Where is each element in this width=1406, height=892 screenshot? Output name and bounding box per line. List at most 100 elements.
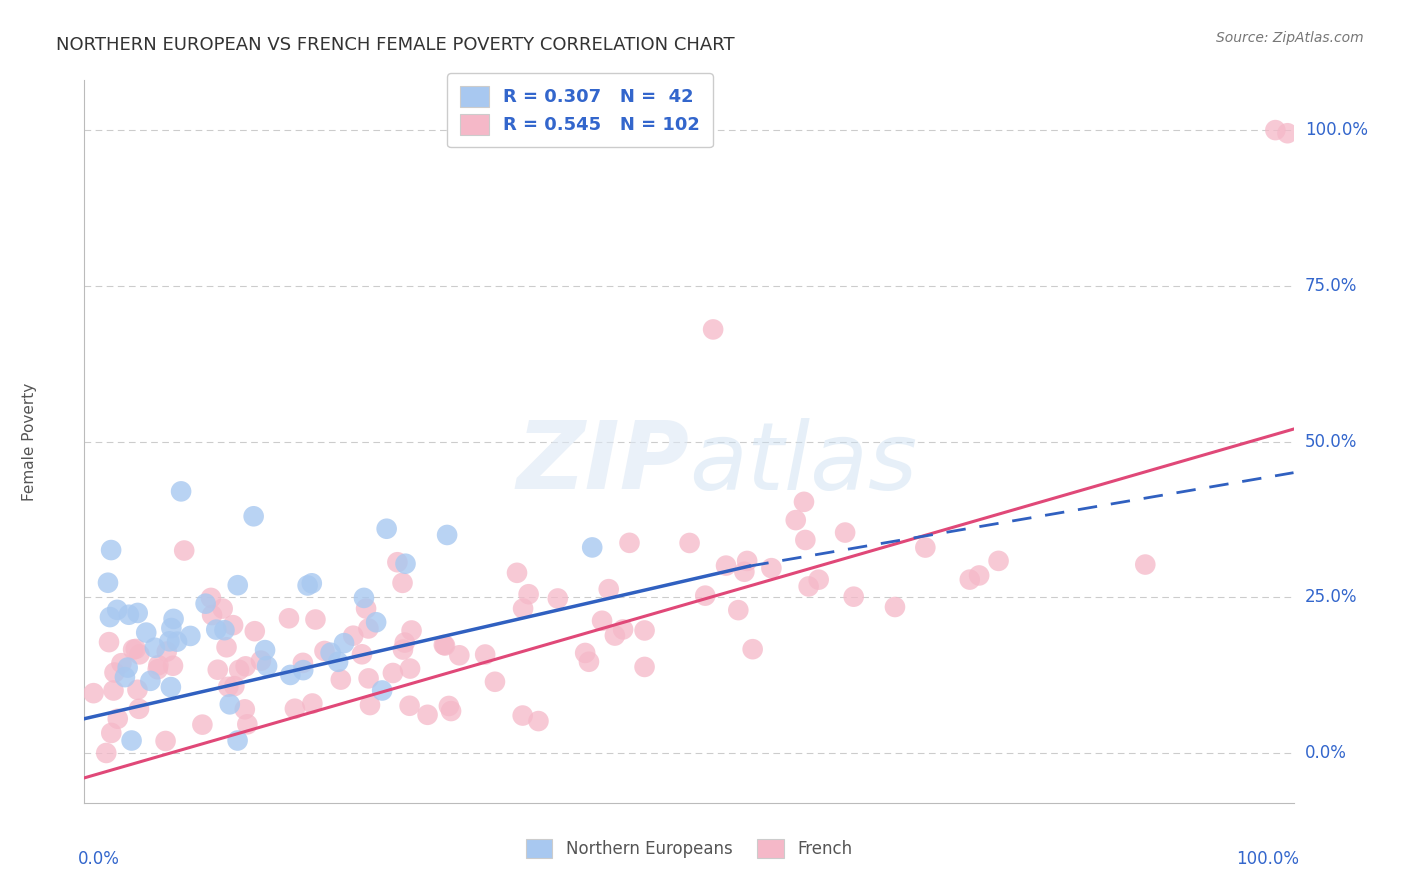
Point xyxy=(205,623,228,637)
Point xyxy=(127,606,149,620)
Point xyxy=(160,680,183,694)
Point xyxy=(702,322,724,336)
Point xyxy=(506,566,529,580)
Point xyxy=(156,644,179,658)
Text: 100.0%: 100.0% xyxy=(1236,850,1299,868)
Point xyxy=(236,717,259,731)
Point xyxy=(914,541,936,555)
Point xyxy=(254,643,277,657)
Point xyxy=(433,638,456,652)
Point xyxy=(191,717,214,731)
Point xyxy=(761,561,783,575)
Point xyxy=(399,662,422,676)
Point xyxy=(162,612,184,626)
Point xyxy=(98,610,121,624)
Point xyxy=(135,625,157,640)
Point xyxy=(357,671,380,685)
Point xyxy=(292,663,315,677)
Point xyxy=(436,528,458,542)
Point xyxy=(114,670,136,684)
Point xyxy=(143,640,166,655)
Point xyxy=(166,634,188,648)
Point xyxy=(233,702,256,716)
Point xyxy=(117,660,139,674)
Point xyxy=(160,621,183,635)
Point xyxy=(179,629,201,643)
Point xyxy=(512,601,534,615)
Point xyxy=(359,698,381,712)
Point xyxy=(284,702,307,716)
Point xyxy=(105,603,128,617)
Text: atlas: atlas xyxy=(689,417,917,508)
Point xyxy=(218,698,240,712)
Point xyxy=(326,655,349,669)
Text: Source: ZipAtlas.com: Source: ZipAtlas.com xyxy=(1216,31,1364,45)
Point xyxy=(512,708,534,723)
Point xyxy=(121,733,143,747)
Point xyxy=(416,707,439,722)
Point xyxy=(440,704,463,718)
Point xyxy=(301,697,323,711)
Text: Female Poverty: Female Poverty xyxy=(22,383,38,500)
Text: 25.0%: 25.0% xyxy=(1305,588,1357,607)
Point xyxy=(215,640,238,655)
Point xyxy=(1277,126,1299,140)
Point xyxy=(226,733,249,747)
Point xyxy=(342,629,364,643)
Point xyxy=(785,513,807,527)
Point xyxy=(959,573,981,587)
Point xyxy=(139,673,162,688)
Point xyxy=(146,662,169,676)
Point xyxy=(242,509,264,524)
Point xyxy=(107,712,129,726)
Point xyxy=(235,659,257,673)
Point xyxy=(619,536,641,550)
Point xyxy=(967,568,990,582)
Point xyxy=(128,702,150,716)
Point xyxy=(194,597,217,611)
Point xyxy=(449,648,471,663)
Point xyxy=(842,590,865,604)
Text: 50.0%: 50.0% xyxy=(1305,433,1357,450)
Point xyxy=(127,682,149,697)
Point xyxy=(217,680,239,694)
Point xyxy=(547,591,569,606)
Text: ZIP: ZIP xyxy=(516,417,689,509)
Point xyxy=(243,624,266,639)
Point xyxy=(354,601,377,615)
Point xyxy=(97,575,120,590)
Point xyxy=(100,543,122,558)
Point xyxy=(591,614,613,628)
Point xyxy=(1135,558,1157,572)
Point xyxy=(727,603,749,617)
Point xyxy=(598,582,620,596)
Point xyxy=(987,554,1010,568)
Point xyxy=(695,589,717,603)
Point xyxy=(155,734,177,748)
Point xyxy=(581,541,603,555)
Point xyxy=(110,656,132,670)
Point xyxy=(201,608,224,623)
Point xyxy=(387,555,409,569)
Point xyxy=(333,636,356,650)
Point xyxy=(398,698,420,713)
Point xyxy=(527,714,550,728)
Point xyxy=(578,655,600,669)
Point xyxy=(391,575,413,590)
Text: 75.0%: 75.0% xyxy=(1305,277,1357,295)
Point xyxy=(314,644,336,658)
Point xyxy=(103,665,125,680)
Point xyxy=(214,623,236,637)
Point xyxy=(122,642,145,657)
Point xyxy=(170,484,193,499)
Point xyxy=(301,576,323,591)
Point xyxy=(678,536,700,550)
Point xyxy=(148,658,170,673)
Point xyxy=(118,607,141,622)
Text: NORTHERN EUROPEAN VS FRENCH FEMALE POVERTY CORRELATION CHART: NORTHERN EUROPEAN VS FRENCH FEMALE POVER… xyxy=(56,36,735,54)
Point xyxy=(256,659,278,673)
Text: 100.0%: 100.0% xyxy=(1305,121,1368,139)
Point xyxy=(200,591,222,605)
Point xyxy=(297,578,319,592)
Point xyxy=(226,578,249,592)
